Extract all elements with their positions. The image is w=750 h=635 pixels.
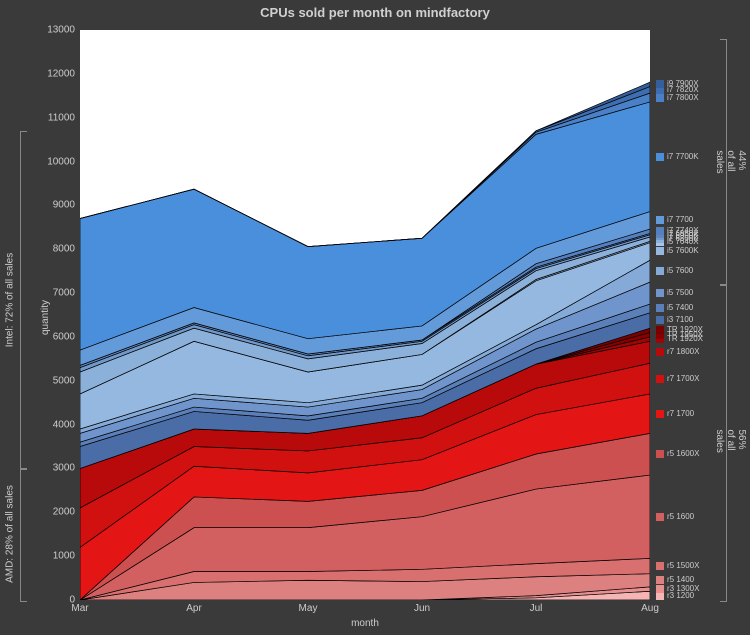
series-swatch [656, 513, 664, 521]
y-tick-label: 13000 [47, 25, 80, 36]
series-label-text: i5 7500 [667, 289, 693, 297]
series-label: i7 7800X [656, 94, 699, 102]
series-swatch [656, 450, 664, 458]
series-label: r7 1700 [656, 410, 694, 418]
series-label: i7 7740X [656, 227, 699, 235]
y-tick-label: 1000 [53, 551, 80, 562]
x-axis-label: month [351, 618, 379, 629]
x-tick-label: Jul [530, 600, 543, 614]
y-tick-label: 2000 [53, 507, 80, 518]
series-label: r7 1700X [656, 375, 699, 383]
series-label: i5 7600K [656, 247, 699, 255]
y-tick-label: 8000 [53, 244, 80, 255]
y-tick-label: 10000 [47, 156, 80, 167]
x-tick-label: Mar [71, 600, 88, 614]
series-label: r5 1600 [656, 513, 694, 521]
bracket [20, 131, 27, 471]
series-label-text: r5 1600 [667, 513, 694, 521]
series-label-text: i7 7800X [667, 94, 699, 102]
stacked-area-svg [80, 30, 650, 600]
bracket-label: Intel: 72% of all sales [5, 252, 16, 347]
series-label-text: r5 1400 [667, 576, 694, 584]
series-label-text: i7 7700 [667, 216, 693, 224]
y-axis-label: quantity [40, 300, 51, 335]
x-tick-label: Jun [414, 600, 430, 614]
bracket-label: Intel: 44% of all sales [714, 150, 750, 173]
series-label-text: i7 7740X [667, 227, 699, 235]
y-tick-label: 9000 [53, 200, 80, 211]
y-tick-label: 6000 [53, 331, 80, 342]
series-label-text: r5 1600X [667, 450, 699, 458]
series-label: r5 1400 [656, 576, 694, 584]
y-tick-label: 12000 [47, 68, 80, 79]
series-label: i7 7700 [656, 216, 693, 224]
series-label: r5 1600X [656, 450, 699, 458]
series-label-text: i5 7400 [667, 304, 693, 312]
series-label-text: r7 1700X [667, 375, 699, 383]
series-swatch [656, 153, 664, 161]
series-label: i5 7400 [656, 304, 693, 312]
series-label-text: i5 7600K [667, 247, 699, 255]
series-label-text: TR 1920X [667, 326, 703, 334]
series-swatch [656, 562, 664, 570]
series-swatch [656, 576, 664, 584]
bracket [20, 468, 27, 602]
y-tick-label: 5000 [53, 375, 80, 386]
series-label: r5 1500X [656, 562, 699, 570]
series-label-text: i3 7100 [667, 316, 693, 324]
x-tick-label: Apr [186, 600, 202, 614]
series-label: i7 7700K [656, 153, 699, 161]
series-swatch [656, 304, 664, 312]
plot-area: 0100020003000400050006000700080009000100… [80, 30, 650, 600]
y-tick-label: 3000 [53, 463, 80, 474]
series-label-text: r5 1500X [667, 562, 699, 570]
y-tick-label: 4000 [53, 419, 80, 430]
bracket-label: AMD: 28% of all sales [5, 485, 16, 583]
series-label-text: i9 7900X [667, 80, 699, 88]
chart-title: CPUs sold per month on mindfactory [0, 5, 750, 20]
series-label-text: i5 7600 [667, 267, 693, 275]
series-swatch [656, 227, 664, 235]
series-label-text: r7 1800X [667, 348, 699, 356]
series-swatch [656, 267, 664, 275]
series-swatch [656, 94, 664, 102]
x-tick-label: Aug [641, 600, 659, 614]
series-swatch [656, 585, 664, 593]
series-swatch [656, 316, 664, 324]
series-swatch [656, 216, 664, 224]
series-swatch [656, 326, 664, 334]
series-label-text: i7 7700K [667, 153, 699, 161]
series-label: TR 1920X [656, 326, 703, 334]
series-label: i5 7600 [656, 267, 693, 275]
y-tick-label: 11000 [48, 112, 80, 123]
x-tick-label: May [299, 600, 318, 614]
series-label-text: r7 1700 [667, 410, 694, 418]
series-label: i3 7100 [656, 316, 693, 324]
series-label: i5 7500 [656, 289, 693, 297]
series-label: r7 1800X [656, 348, 699, 356]
series-swatch [656, 348, 664, 356]
y-tick-label: 7000 [53, 288, 80, 299]
series-swatch [656, 247, 664, 255]
series-label-text: r3 1300X [667, 585, 699, 593]
chart-container: CPUs sold per month on mindfactory 01000… [0, 0, 750, 635]
series-label: i9 7900X [656, 80, 699, 88]
bracket-label: AMD: 56% of all sales [714, 430, 750, 455]
series-label: r3 1300X [656, 585, 699, 593]
series-swatch [656, 80, 664, 88]
series-swatch [656, 410, 664, 418]
series-swatch [656, 375, 664, 383]
series-swatch [656, 289, 664, 297]
